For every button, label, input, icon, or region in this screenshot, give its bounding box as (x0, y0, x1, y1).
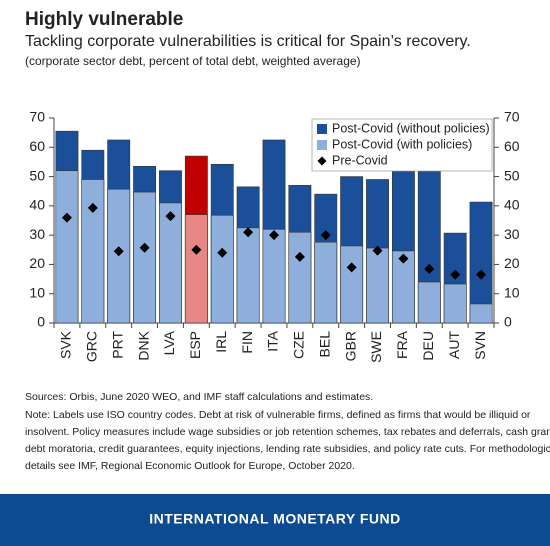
x-tick-label: PRT (109, 331, 125, 359)
y-tick-label: 10 (29, 284, 45, 300)
y-tick-label: 50 (29, 167, 45, 183)
y-tick-label: 70 (29, 109, 45, 125)
y2-tick-label: 50 (504, 167, 520, 183)
bar (81, 179, 105, 324)
chart-note: (corporate sector debt, percent of total… (25, 54, 361, 68)
x-tick-label: IRL (213, 331, 229, 353)
bar (159, 202, 182, 324)
pre-covid-marker (113, 246, 124, 257)
x-tick-label: GRC (84, 331, 100, 362)
footer-band (0, 494, 550, 546)
x-tick-label: SVN (472, 331, 488, 360)
legend-marker (317, 156, 327, 166)
pre-covid-marker (139, 242, 150, 253)
y2-tick-label: 70 (504, 109, 520, 125)
y-tick-label: 20 (29, 255, 45, 271)
pre-covid-marker (476, 269, 487, 280)
pre-covid-marker (217, 247, 228, 258)
bar (417, 281, 441, 324)
pre-covid-marker (398, 253, 409, 264)
footnote: Note: Labels use ISO country codes. Debt… (25, 409, 531, 421)
pre-covid-marker (320, 230, 331, 241)
bar (366, 247, 389, 324)
x-tick-label: FIN (239, 331, 255, 354)
bar (262, 228, 286, 324)
y2-tick-label: 10 (504, 284, 520, 300)
legend-label: Post-Covid (without policies) (332, 121, 490, 135)
pre-covid-marker (450, 269, 461, 280)
footer: INTERNATIONAL MONETARY FUND (149, 511, 401, 527)
pre-covid-marker (61, 212, 72, 223)
x-tick-label: FRA (394, 330, 410, 359)
pre-covid-marker (243, 227, 254, 238)
x-tick-label: DNK (135, 330, 151, 360)
pre-covid-marker (424, 263, 435, 274)
legend-label: Post-Covid (with policies) (332, 137, 472, 151)
y2-tick-label: 20 (504, 255, 520, 271)
footnote: debt moratoria, credit guarantees, equit… (25, 443, 550, 455)
chart-title: Highly vulnerable (25, 9, 183, 30)
chart-subtitle: Tackling corporate vulnerabilities is cr… (25, 33, 471, 50)
pre-covid-marker (269, 230, 279, 241)
bar (314, 241, 338, 324)
bar (236, 227, 260, 324)
bar (391, 250, 415, 324)
bar (443, 283, 467, 324)
pre-covid-marker (346, 262, 357, 273)
pre-covid-marker (372, 245, 383, 256)
y2-tick-label: 60 (504, 138, 520, 154)
bar (133, 191, 157, 324)
pre-covid-marker (294, 251, 305, 262)
x-tick-label: CZE (291, 331, 307, 359)
y-tick-label: 60 (29, 138, 45, 154)
legend-swatch (317, 140, 327, 150)
sources: Sources: Orbis, June 2020 WEO, and IMF s… (25, 391, 373, 403)
bar (288, 231, 312, 324)
legend-swatch (317, 124, 327, 134)
bar (184, 214, 208, 324)
x-tick-label: DEU (420, 331, 436, 361)
x-tick-label: SVK (58, 330, 74, 359)
bar (55, 170, 79, 324)
x-tick-label: ITA (265, 330, 281, 351)
pre-covid-marker (191, 244, 202, 255)
x-tick-label: ESP (187, 331, 203, 359)
y-tick-label: 40 (29, 197, 45, 213)
y-tick-label: 30 (29, 226, 45, 242)
pre-covid-marker (165, 211, 176, 222)
footnote: details see IMF, Regional Economic Outlo… (25, 460, 355, 472)
y-tick-label: 0 (37, 314, 45, 330)
x-tick-label: SWE (368, 331, 384, 363)
legend-label: Pre-Covid (332, 153, 388, 167)
bar (340, 245, 364, 324)
x-tick-label: AUT (446, 331, 462, 359)
bar (210, 214, 234, 324)
x-tick-label: BEL (316, 331, 332, 358)
y2-tick-label: 30 (504, 226, 520, 242)
y2-tick-label: 0 (504, 314, 512, 330)
pre-covid-marker (87, 202, 98, 213)
bar (469, 303, 493, 324)
y2-tick-label: 40 (504, 197, 520, 213)
x-tick-label: LVA (161, 330, 177, 355)
x-tick-label: GBR (342, 331, 358, 361)
legend-box (311, 118, 493, 172)
footnote: insolvent. Policy measures include wage … (25, 426, 550, 438)
